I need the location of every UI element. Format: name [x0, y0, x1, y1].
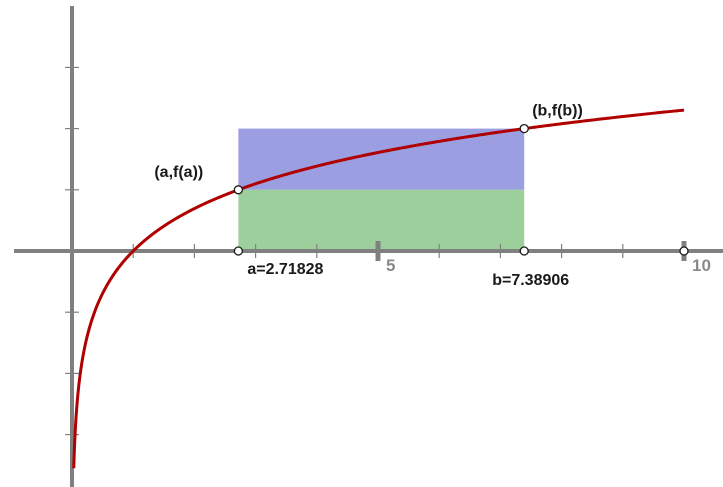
point-b-label: (b,f(b)) — [532, 103, 583, 120]
a-value-label: a=2.71828 — [247, 261, 323, 278]
x-tick-label: 5 — [386, 256, 395, 275]
point-a-label: (a,f(a)) — [154, 164, 203, 181]
x-tick-label: 10 — [692, 256, 711, 275]
point-b-marker[interactable] — [519, 123, 529, 134]
lower-rectangle — [238, 189, 525, 251]
ten-axis-marker[interactable] — [679, 246, 689, 256]
point-a-marker[interactable] — [233, 185, 244, 195]
b-axis-marker[interactable] — [519, 246, 529, 256]
b-value-label: b=7.38906 — [492, 272, 569, 289]
upper-rectangle — [238, 128, 525, 190]
a-axis-marker[interactable] — [233, 246, 244, 256]
ln-curve — [72, 108, 685, 469]
